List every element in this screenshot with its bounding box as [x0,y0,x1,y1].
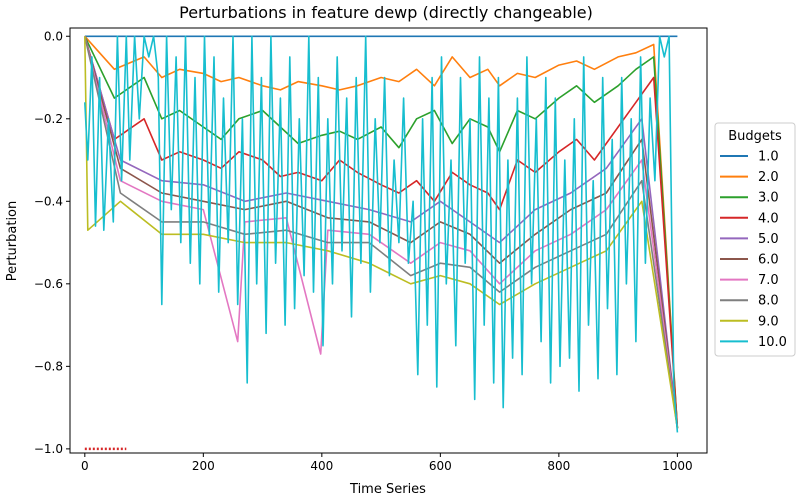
legend-label: 1.0 [758,150,779,165]
legend-label: 3.0 [758,191,779,206]
legend-label: 4.0 [758,211,779,226]
legend-box [714,122,796,357]
legend-items: 1.0 2.0 3.0 4.0 5.0 6.0 7.0 8.0 9.0 10.0 [720,150,787,350]
x-tick-label: 0 [81,459,89,473]
y-tick-label: −1.0 [34,442,63,456]
plot-frame [69,27,708,454]
y-axis-ticks: 0.0 −0.2 −0.4 −0.6 −0.8 −1.0 [34,29,70,456]
x-axis-label: Time Series [349,482,426,497]
x-tick-label: 200 [192,459,215,473]
y-tick-label: −0.6 [34,277,63,291]
series-line-4-0 [84,36,679,429]
x-tick-label: 1000 [662,459,693,473]
legend-title: Budgets [728,129,782,144]
legend-label: 2.0 [758,170,779,185]
series-layer [84,35,679,433]
y-tick-label: −0.4 [34,194,63,208]
x-axis-ticks: 0 200 400 600 800 1000 [81,453,693,473]
series-line-10-0 [84,35,679,433]
legend-label: 10.0 [758,335,787,350]
x-tick-label: 800 [547,459,570,473]
y-tick-label: 0.0 [44,29,63,43]
legend-label: 8.0 [758,294,779,309]
x-tick-label: 600 [429,459,452,473]
y-axis-label: Perturbation [5,201,20,282]
legend: Budgets 1.0 2.0 3.0 4.0 5.0 6.0 7.0 8.0 9.0 10.0 [714,122,796,357]
y-tick-label: −0.2 [34,112,63,126]
legend-label: 9.0 [758,314,779,329]
legend-label: 7.0 [758,273,779,288]
y-tick-label: −0.8 [34,359,63,373]
chart-title: Perturbations in feature dewp (directly … [179,3,593,22]
legend-label: 5.0 [758,232,779,247]
x-tick-label: 400 [310,459,333,473]
legend-label: 6.0 [758,253,779,268]
